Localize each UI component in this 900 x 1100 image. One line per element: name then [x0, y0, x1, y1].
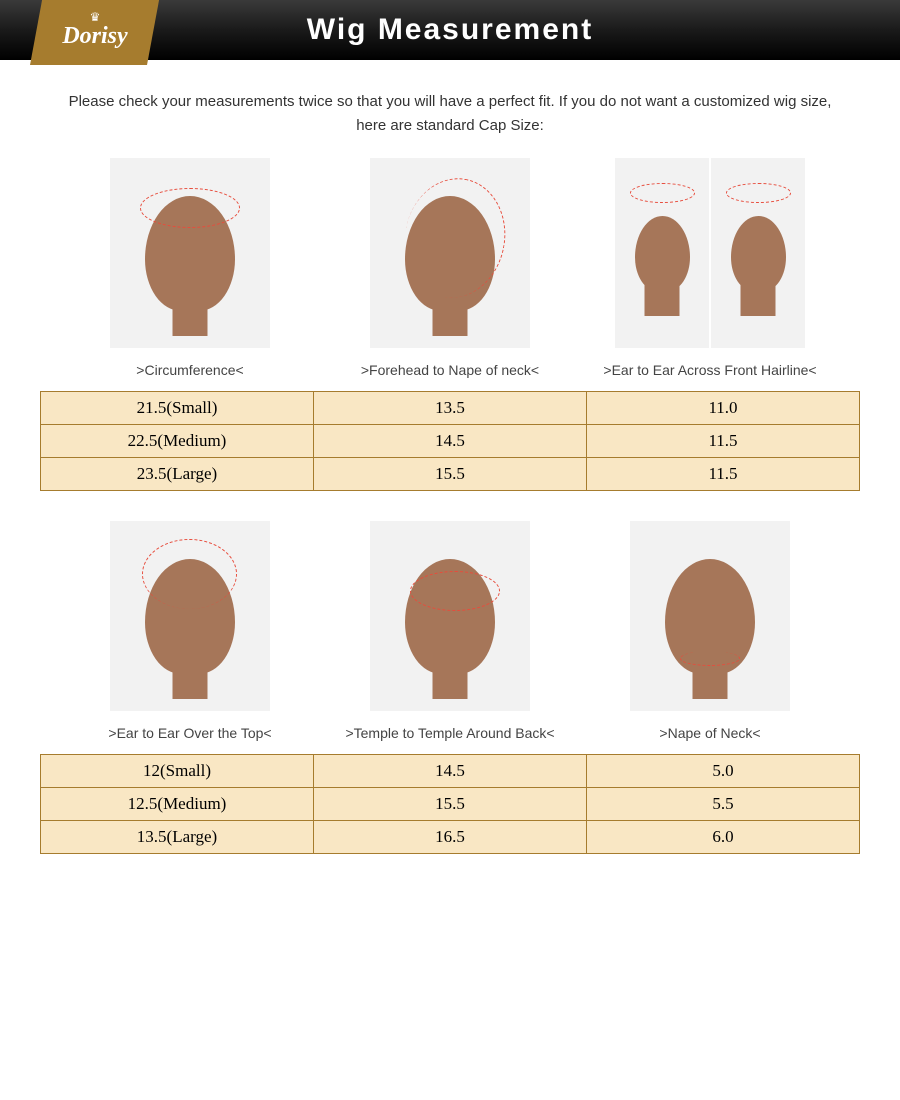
label-6: >Nape of Neck< — [659, 723, 760, 744]
size-table-1: 21.5(Small) 13.5 11.0 22.5(Medium) 14.5 … — [40, 391, 860, 491]
head-image-2 — [370, 158, 530, 348]
section-1: >Circumference< >Forehead to Nape of nec… — [40, 158, 860, 491]
label-1: >Circumference< — [136, 360, 243, 381]
head-image-1 — [110, 158, 270, 348]
brand-name: Dorisy — [62, 23, 127, 50]
size-table-2: 12(Small) 14.5 5.0 12.5(Medium) 15.5 5.5… — [40, 754, 860, 854]
images-row-2: >Ear to Ear Over the Top< >Temple to Tem… — [60, 521, 840, 744]
page-title: Wig Measurement — [307, 13, 593, 47]
head-image-6 — [630, 521, 790, 711]
head-image-4 — [110, 521, 270, 711]
table-row: 21.5(Small) 13.5 11.0 — [41, 392, 860, 425]
head-image-3 — [615, 158, 805, 360]
table-row: 13.5(Large) 16.5 6.0 — [41, 821, 860, 854]
image-col-forehead-nape: >Forehead to Nape of neck< — [325, 158, 575, 381]
label-4: >Ear to Ear Over the Top< — [108, 723, 271, 744]
head-image-5 — [370, 521, 530, 711]
table-row: 12.5(Medium) 15.5 5.5 — [41, 788, 860, 821]
images-row-1: >Circumference< >Forehead to Nape of nec… — [60, 158, 840, 381]
table-row: 22.5(Medium) 14.5 11.5 — [41, 425, 860, 458]
brand-badge: ♛ Dorisy — [30, 0, 160, 65]
image-col-temple-back: >Temple to Temple Around Back< — [325, 521, 575, 744]
table-row: 23.5(Large) 15.5 11.5 — [41, 458, 860, 491]
image-col-ear-across: >Ear to Ear Across Front Hairline< — [585, 158, 835, 381]
table-row: 12(Small) 14.5 5.0 — [41, 755, 860, 788]
label-5: >Temple to Temple Around Back< — [345, 723, 554, 744]
label-3: >Ear to Ear Across Front Hairline< — [603, 360, 816, 381]
intro-text: Please check your measurements twice so … — [60, 90, 840, 138]
crown-icon: ♛ — [90, 11, 101, 23]
image-col-nape: >Nape of Neck< — [585, 521, 835, 744]
label-2: >Forehead to Nape of neck< — [361, 360, 539, 381]
image-col-ear-over-top: >Ear to Ear Over the Top< — [65, 521, 315, 744]
header-banner: ♛ Dorisy Wig Measurement — [0, 0, 900, 60]
section-2: >Ear to Ear Over the Top< >Temple to Tem… — [40, 521, 860, 854]
image-col-circumference: >Circumference< — [65, 158, 315, 381]
